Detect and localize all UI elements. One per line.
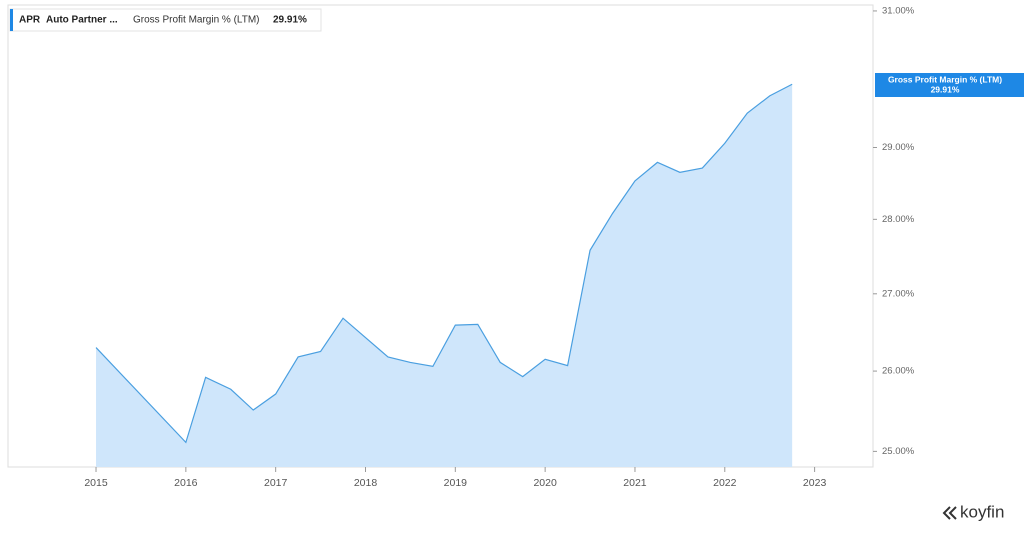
flag-box xyxy=(875,73,1024,97)
legend-accent xyxy=(10,9,13,31)
company: Auto Partner ... xyxy=(46,15,118,26)
legend-header: APR Auto Partner ... Gross Profit Margin… xyxy=(9,8,322,32)
series-label: Gross Profit Margin % (LTM) xyxy=(133,15,260,26)
flag-label: Gross Profit Margin % (LTM) xyxy=(888,74,1002,84)
y-tick-label: 26.00% xyxy=(882,366,915,377)
y-tick-label: 31.00% xyxy=(882,5,915,16)
x-tick-label: 2022 xyxy=(713,477,737,489)
y-tick-label: 27.00% xyxy=(882,288,915,299)
logo: koyfin xyxy=(942,502,1004,521)
logo-icon xyxy=(942,506,957,520)
area-line xyxy=(95,83,793,444)
brand: koyfin xyxy=(960,502,1004,521)
y-tick-label: 29.00% xyxy=(882,142,915,153)
x-tick-label: 2016 xyxy=(174,477,198,489)
flag-value: 29.91% xyxy=(931,84,960,94)
x-tick-label: 2023 xyxy=(803,477,827,489)
value-flag: Gross Profit Margin % (LTM) 29.91% xyxy=(875,73,1024,97)
y-tick-label: 25.00% xyxy=(882,446,915,457)
ticker: APR xyxy=(19,15,41,26)
area-fill xyxy=(96,84,793,468)
x-tick-label: 2019 xyxy=(444,477,468,489)
y-tick-label: 28.00% xyxy=(882,214,915,225)
plot-area xyxy=(95,83,793,468)
x-tick-label: 2015 xyxy=(84,477,108,489)
x-tick-label: 2017 xyxy=(264,477,288,489)
x-tick-label: 2020 xyxy=(533,477,557,489)
last-value: 29.91% xyxy=(273,15,307,26)
x-tick-label: 2018 xyxy=(354,477,378,489)
x-tick-label: 2021 xyxy=(623,477,647,489)
